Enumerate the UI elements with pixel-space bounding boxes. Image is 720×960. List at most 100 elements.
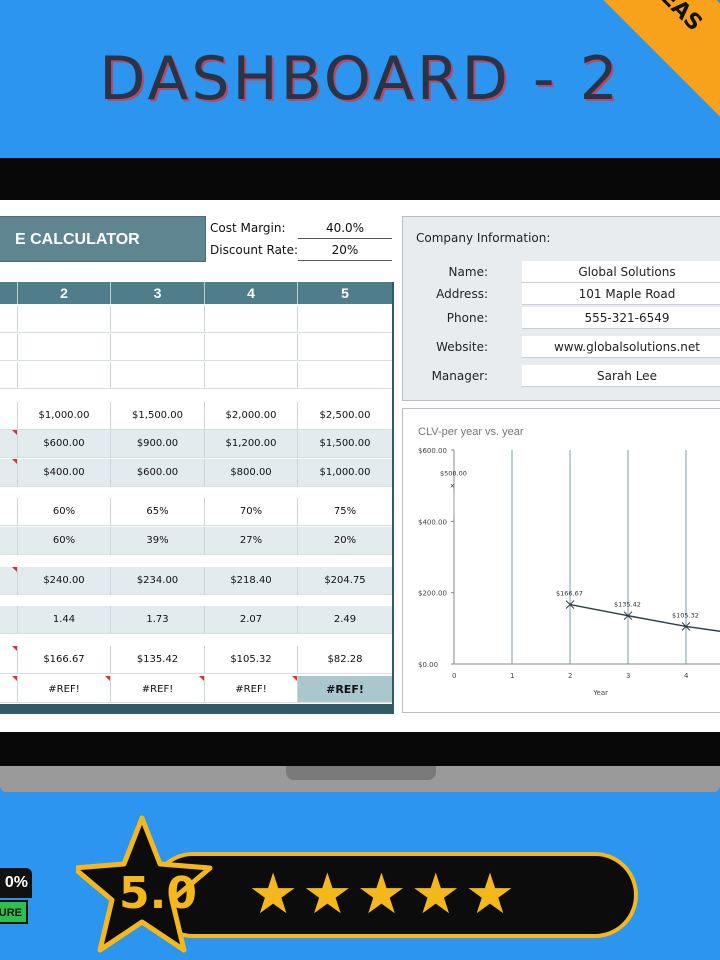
company-website-label: Website:: [436, 340, 488, 354]
table-cell[interactable]: [298, 306, 393, 333]
chart-y-tick-label: $600.00: [418, 447, 447, 455]
table-cell[interactable]: $204.75: [298, 567, 393, 595]
row-stub[interactable]: [0, 676, 18, 703]
row-stub[interactable]: [0, 646, 18, 674]
table-cell[interactable]: [111, 362, 205, 389]
chart-point-cross: [623, 611, 633, 621]
table-cell[interactable]: 60%: [18, 498, 111, 526]
rating-pill: [150, 852, 638, 938]
table-cell[interactable]: $800.00: [205, 459, 298, 487]
column-header-5[interactable]: 5: [298, 282, 393, 304]
table-cell[interactable]: 1.73: [111, 606, 205, 634]
company-name-field[interactable]: Global Solutions: [522, 261, 720, 283]
company-phone-label: Phone:: [446, 311, 488, 325]
table-cell[interactable]: $135.42: [111, 646, 205, 674]
laptop-bezel-top: [0, 158, 720, 200]
table-cell[interactable]: 2.49: [298, 606, 393, 634]
error-marker: [105, 676, 110, 681]
table-cell[interactable]: $900.00: [111, 430, 205, 458]
row-stub[interactable]: [0, 459, 18, 487]
table-cell[interactable]: 39%: [111, 527, 205, 555]
grid-bottom-bar: [0, 704, 393, 714]
table-cell[interactable]: $1,500.00: [298, 430, 393, 458]
chart-y-tick-label: $200.00: [418, 590, 447, 598]
chart-x-tick-label: 2: [568, 672, 572, 680]
table-cell[interactable]: [205, 362, 298, 389]
rating-score: 5.0: [119, 868, 197, 919]
company-info-heading: Company Information:: [416, 231, 551, 245]
table-cell[interactable]: $240.00: [18, 567, 111, 595]
chart-title: CLV-per year vs. year: [418, 426, 524, 438]
row-stub[interactable]: [0, 402, 18, 430]
table-cell[interactable]: #REF!: [298, 676, 393, 703]
table-cell[interactable]: $166.67: [18, 646, 111, 674]
cost-margin-label: Cost Margin:: [210, 221, 286, 235]
table-cell[interactable]: 65%: [111, 498, 205, 526]
company-address-label: Address:: [436, 287, 488, 301]
table-cell[interactable]: [111, 334, 205, 361]
row-stub[interactable]: [0, 362, 18, 389]
chart-data-label: $500.00: [440, 470, 467, 478]
certificate-bottom: URE: [0, 900, 28, 924]
table-cell[interactable]: $1,200.00: [205, 430, 298, 458]
rating-stars: ★★★★★: [248, 862, 520, 927]
row-stub[interactable]: [0, 606, 18, 634]
calculator-title: E CALCULATOR: [0, 216, 206, 262]
table-cell[interactable]: 60%: [18, 527, 111, 555]
comment-marker: [12, 676, 17, 681]
column-header-2[interactable]: 2: [18, 282, 111, 304]
chart-data-label: $166.67: [556, 590, 583, 598]
table-cell[interactable]: $400.00: [18, 459, 111, 487]
chart-point: ×: [450, 482, 455, 491]
company-address-field[interactable]: 101 Maple Road: [522, 283, 720, 305]
discount-rate-input[interactable]: 20%: [298, 243, 392, 261]
big-star-icon: [76, 815, 213, 953]
chart-panel: [402, 408, 720, 713]
chart-x-tick-label: 3: [626, 672, 630, 680]
table-cell[interactable]: 2.07: [205, 606, 298, 634]
table-cell[interactable]: $82.28: [298, 646, 393, 674]
table-cell[interactable]: [205, 334, 298, 361]
table-cell[interactable]: 75%: [298, 498, 393, 526]
table-cell[interactable]: [18, 362, 111, 389]
table-cell[interactable]: $2,000.00: [205, 402, 298, 430]
column-header-3[interactable]: 3: [111, 282, 205, 304]
row-stub[interactable]: [0, 306, 18, 333]
column-header-4[interactable]: 4: [205, 282, 298, 304]
table-cell[interactable]: 70%: [205, 498, 298, 526]
table-cell[interactable]: #REF!: [205, 676, 298, 703]
company-phone-field[interactable]: 555-321-6549: [522, 307, 720, 329]
table-cell[interactable]: $600.00: [111, 459, 205, 487]
company-website-field[interactable]: www.globalsolutions.net: [522, 336, 720, 358]
table-cell[interactable]: 1.44: [18, 606, 111, 634]
table-cell[interactable]: [18, 306, 111, 333]
row-stub[interactable]: [0, 527, 18, 555]
table-cell[interactable]: [205, 306, 298, 333]
table-cell[interactable]: $600.00: [18, 430, 111, 458]
row-stub[interactable]: [0, 567, 18, 595]
table-cell[interactable]: [298, 362, 393, 389]
table-cell[interactable]: 27%: [205, 527, 298, 555]
company-manager-label: Manager:: [431, 369, 488, 383]
comment-marker: [12, 430, 17, 435]
row-stub[interactable]: [0, 430, 18, 458]
table-cell[interactable]: #REF!: [18, 676, 111, 703]
table-cell[interactable]: $1,000.00: [298, 459, 393, 487]
table-cell[interactable]: 20%: [298, 527, 393, 555]
table-cell[interactable]: $2,500.00: [298, 402, 393, 430]
error-marker: [292, 676, 297, 681]
laptop-notch: [286, 766, 436, 780]
table-cell[interactable]: $234.00: [111, 567, 205, 595]
table-cell[interactable]: [18, 334, 111, 361]
table-cell[interactable]: $218.40: [205, 567, 298, 595]
table-cell[interactable]: $1,000.00: [18, 402, 111, 430]
table-cell[interactable]: #REF!: [111, 676, 205, 703]
company-manager-field[interactable]: Sarah Lee: [522, 365, 720, 387]
row-stub[interactable]: [0, 498, 18, 526]
table-cell[interactable]: [111, 306, 205, 333]
table-cell[interactable]: [298, 334, 393, 361]
row-stub[interactable]: [0, 334, 18, 361]
table-cell[interactable]: $1,500.00: [111, 402, 205, 430]
cost-margin-input[interactable]: 40.0%: [298, 221, 392, 239]
table-cell[interactable]: $105.32: [205, 646, 298, 674]
